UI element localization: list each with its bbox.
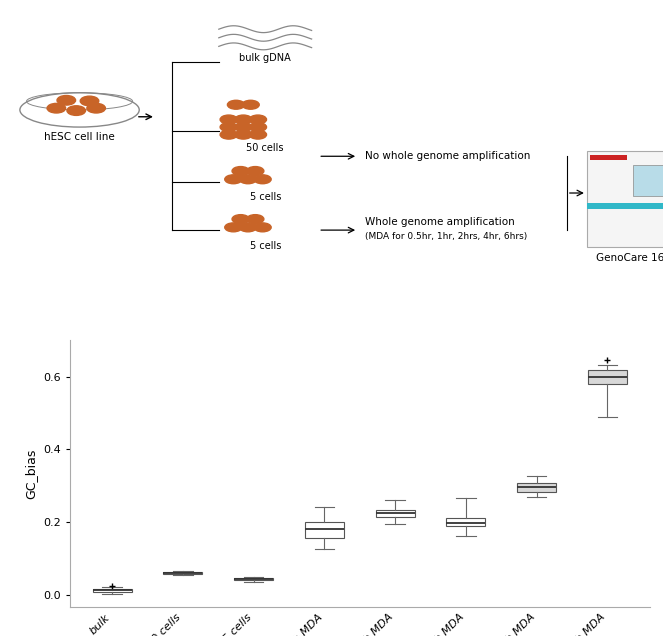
Circle shape [57,95,76,105]
PathPatch shape [376,510,414,516]
Text: 5 cells: 5 cells [249,241,281,251]
Circle shape [220,130,237,139]
Text: 50 cells: 50 cells [247,142,284,153]
Circle shape [227,100,245,109]
FancyBboxPatch shape [587,204,663,209]
Circle shape [239,223,257,232]
Text: 5 cells: 5 cells [249,192,281,202]
Circle shape [220,115,237,124]
Circle shape [254,223,271,232]
Circle shape [67,106,86,115]
Text: No whole genome amplification: No whole genome amplification [365,151,530,162]
Text: Whole genome amplification: Whole genome amplification [365,216,514,226]
Circle shape [80,96,99,106]
Circle shape [247,167,264,176]
Circle shape [254,175,271,184]
FancyBboxPatch shape [633,165,663,196]
Circle shape [249,115,267,124]
Circle shape [235,130,252,139]
Circle shape [235,115,252,124]
Circle shape [220,123,237,132]
Circle shape [232,214,249,224]
Circle shape [242,100,259,109]
Circle shape [225,175,242,184]
Circle shape [249,130,267,139]
PathPatch shape [588,370,627,384]
PathPatch shape [517,483,556,492]
Circle shape [87,104,105,113]
PathPatch shape [446,518,485,525]
PathPatch shape [163,572,202,574]
Circle shape [47,104,66,113]
FancyBboxPatch shape [590,155,627,160]
Circle shape [239,175,257,184]
Y-axis label: GC_bias: GC_bias [25,448,37,499]
Circle shape [247,214,264,224]
Text: hESC cell line: hESC cell line [44,132,115,142]
Circle shape [225,223,242,232]
FancyBboxPatch shape [587,151,663,247]
PathPatch shape [234,578,273,581]
PathPatch shape [305,522,343,538]
Text: GenoCare 1600: GenoCare 1600 [596,254,663,263]
Circle shape [235,123,252,132]
PathPatch shape [93,589,131,591]
Circle shape [232,167,249,176]
Text: bulk gDNA: bulk gDNA [239,53,291,63]
Circle shape [249,123,267,132]
Text: (MDA for 0.5hr, 1hr, 2hrs, 4hr, 6hrs): (MDA for 0.5hr, 1hr, 2hrs, 4hr, 6hrs) [365,233,527,242]
